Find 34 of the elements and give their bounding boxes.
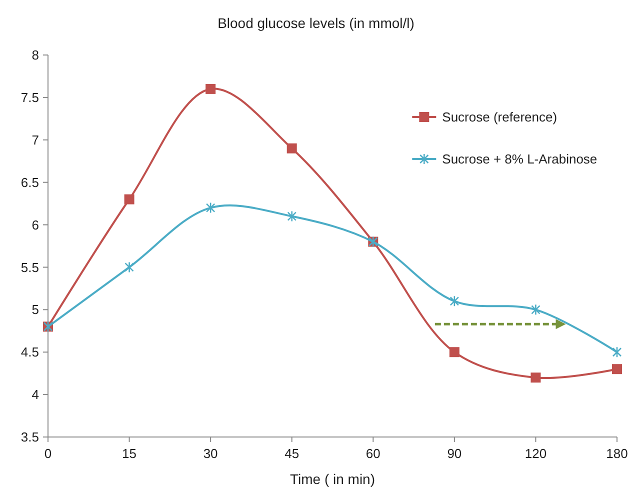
point: [530, 372, 541, 383]
legend-label: Sucrose (reference): [442, 110, 558, 125]
point: [206, 84, 216, 94]
point: [286, 143, 297, 154]
y-tick-label: 8: [32, 48, 39, 63]
x-tick-label: 120: [524, 446, 547, 461]
point: [612, 364, 622, 374]
legend-label: Sucrose + 8% L-Arabinose: [442, 152, 598, 167]
y-tick-label: 5.5: [20, 260, 39, 275]
point: [449, 347, 460, 358]
y-tick-label: 3.5: [20, 430, 39, 445]
point: [450, 296, 460, 307]
y-tick-label: 6.5: [20, 174, 39, 190]
y-tick-label: 5: [32, 302, 39, 318]
point: [206, 202, 216, 214]
y-tick-label: 6: [32, 217, 39, 232]
point: [287, 210, 297, 222]
y-tick-label: 7: [32, 132, 39, 148]
x-tick-label: 0: [44, 446, 52, 461]
x-tick-label: 45: [284, 446, 300, 461]
x-tick-label: 30: [203, 446, 218, 461]
point: [124, 194, 134, 204]
chart-title: Blood glucose levels (in mmol/l): [218, 15, 414, 31]
x-tick-label: 60: [366, 446, 380, 461]
y-tick-label: 4: [32, 387, 39, 402]
x-tick-label: 180: [606, 446, 628, 461]
point: [531, 304, 540, 316]
x-axis-title: Time ( in min): [290, 471, 376, 487]
point: [124, 262, 134, 273]
point: [612, 346, 622, 358]
x-tick-label: 15: [122, 446, 137, 461]
y-tick-label: 7.5: [20, 90, 39, 105]
y-tick-label: 4.5: [20, 344, 39, 360]
x-tick-label: 90: [447, 446, 462, 461]
